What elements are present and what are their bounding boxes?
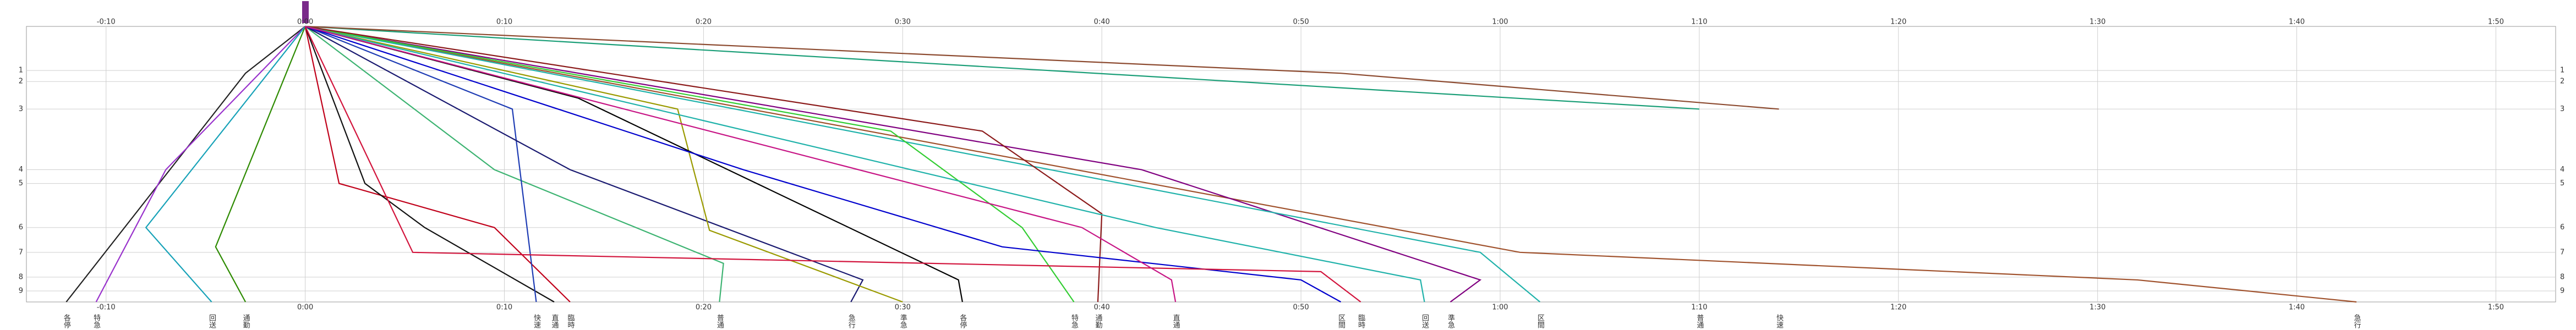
y-tick-label: 2 (19, 78, 23, 86)
y-tick-label: 6 (2560, 223, 2564, 232)
x-tick-label: 0:30 (895, 18, 911, 26)
train-label: 特急 (1070, 314, 1079, 328)
x-tick-label: 1:50 (2488, 304, 2504, 312)
y-tick-label: 6 (19, 223, 23, 232)
x-tick-label: 0:30 (895, 304, 911, 312)
train-line (305, 25, 903, 303)
x-tick-label: 1:10 (1691, 18, 1707, 26)
train-label: 特急 (92, 314, 101, 328)
x-tick-label: 1:20 (1890, 304, 1906, 312)
train-label: 区間 (1536, 314, 1544, 329)
x-tick-label: -0:10 (97, 18, 116, 26)
x-tick-label: 0:00 (297, 304, 313, 312)
x-tick-label: 1:50 (2488, 18, 2504, 26)
x-tick-label: 1:00 (1492, 304, 1508, 312)
train-label: 通勤 (242, 314, 250, 329)
train-line (305, 25, 1425, 302)
train-line (305, 25, 1342, 302)
train-label: 急行 (2353, 314, 2361, 329)
y-tick-label: 5 (2560, 179, 2564, 188)
train-line (304, 26, 1361, 302)
x-tick-label: 0:20 (696, 18, 712, 26)
x-tick-label: 0:40 (1094, 304, 1110, 312)
train-label: 準急 (1446, 314, 1455, 328)
train-line (305, 25, 1177, 302)
y-tick-label: 7 (19, 248, 23, 256)
train-label: 区間 (1337, 314, 1345, 329)
train-label: 急行 (847, 314, 856, 329)
y-tick-label: 3 (2560, 105, 2564, 113)
x-tick-label: 1:10 (1691, 304, 1707, 312)
y-tick-label: 4 (19, 166, 23, 174)
x-tick-label: 1:30 (2090, 304, 2105, 312)
y-tick-label: 2 (2560, 78, 2564, 86)
y-tick-label: 3 (19, 105, 23, 113)
train-label: 各停 (958, 314, 967, 328)
train-line (304, 26, 724, 302)
train-line (304, 26, 571, 302)
train-label: 普通 (1695, 314, 1704, 328)
y-tick-label: 9 (2560, 287, 2564, 295)
train-label: 各停 (62, 314, 71, 328)
x-tick-label: 0:20 (696, 304, 712, 312)
train-label: 臨時 (566, 314, 575, 328)
train-line (305, 25, 2357, 303)
train-line (95, 26, 306, 302)
y-tick-label: 1 (2560, 67, 2564, 75)
train-label: 回送 (1420, 314, 1429, 329)
y-tick-label: 7 (2560, 248, 2564, 256)
train-line (305, 25, 1075, 302)
x-tick-label: -0:10 (97, 304, 116, 312)
y-tick-label: 8 (19, 273, 23, 281)
train-label: 直通 (1172, 314, 1180, 328)
y-tick-label: 9 (19, 287, 23, 295)
train-line (305, 25, 963, 302)
x-tick-label: 1:20 (1890, 18, 1906, 26)
x-tick-label: 0:10 (496, 18, 512, 26)
y-tick-label: 5 (19, 179, 23, 188)
train-line (215, 26, 306, 302)
train-label: 回送 (207, 314, 216, 329)
train-label: 準急 (899, 314, 907, 328)
train-line (304, 26, 555, 302)
x-tick-label: 0:40 (1094, 18, 1110, 26)
y-tick-label: 4 (2560, 166, 2564, 174)
train-line (145, 26, 306, 302)
y-tick-label: 1 (19, 67, 23, 75)
x-tick-label: 1:40 (2289, 18, 2305, 26)
train-line (305, 26, 864, 302)
train-line (305, 25, 1779, 110)
x-tick-label: 1:00 (1492, 18, 1508, 26)
train-line (305, 25, 1482, 302)
train-line (305, 25, 537, 302)
train-label: 普通 (715, 314, 724, 328)
y-tick-label: 8 (2560, 273, 2564, 281)
train-label: 直通 (550, 314, 559, 328)
x-tick-label: 1:30 (2090, 18, 2105, 26)
x-tick-label: 0:50 (1293, 304, 1309, 312)
train-line (305, 25, 1699, 110)
x-tick-label: 0:00 (297, 18, 313, 26)
train-label: 快速 (532, 314, 541, 328)
origin-icon (302, 1, 309, 23)
plot-frame (26, 26, 2556, 302)
x-tick-label: 0:50 (1293, 18, 1309, 26)
train-line (65, 26, 306, 302)
train-label: 臨時 (1357, 314, 1365, 328)
x-tick-label: 0:10 (496, 304, 512, 312)
train-label: 通勤 (1093, 314, 1102, 329)
train-label: 快速 (1775, 314, 1784, 328)
x-tick-label: 1:40 (2289, 304, 2305, 312)
train-line (305, 25, 1541, 302)
